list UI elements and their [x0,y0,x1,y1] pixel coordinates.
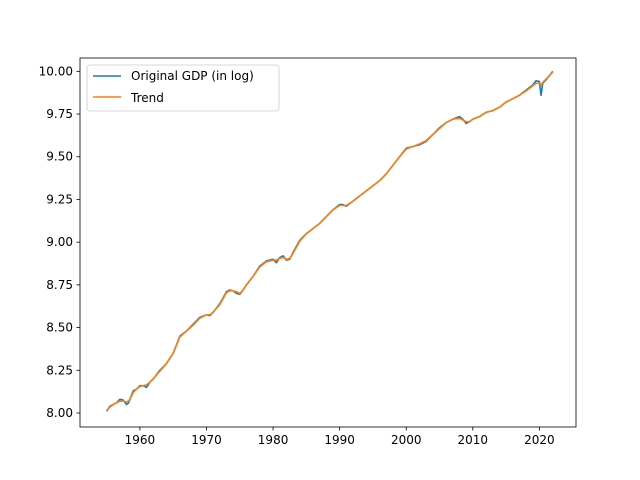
plot-frame [79,57,577,428]
y-tick-label: 8.75 [46,278,73,292]
legend: Original GDP (in log) Trend [86,64,280,112]
x-tick-label: 1970 [191,433,222,447]
y-tick-label: 10.00 [39,64,73,78]
y-tick-label: 9.25 [46,192,73,206]
legend-label-original-gdp: Original GDP (in log) [131,69,254,83]
series-line-trend [106,71,554,411]
x-axis-ticks: 1960 1970 1980 1990 2000 2010 2020 [125,427,555,447]
legend-box [86,64,280,112]
x-tick-label: 2020 [524,433,555,447]
y-tick-label: 8.25 [46,363,73,377]
plot-area [80,58,576,427]
y-tick-label: 8.00 [46,406,73,420]
x-tick-label: 1980 [258,433,289,447]
x-tick-label: 2000 [391,433,422,447]
y-tick-label: 8.50 [46,321,73,335]
y-tick-label: 9.50 [46,150,73,164]
y-tick-label: 9.75 [46,107,73,121]
y-tick-label: 9.00 [46,235,73,249]
x-tick-label: 2010 [458,433,489,447]
legend-label-trend: Trend [130,91,164,105]
y-axis-ticks: 8.00 8.25 8.50 8.75 9.00 9.25 9.50 9.75 10.00 [39,64,80,420]
x-tick-label: 1990 [324,433,355,447]
x-tick-label: 1960 [125,433,156,447]
series-layer [105,70,554,412]
